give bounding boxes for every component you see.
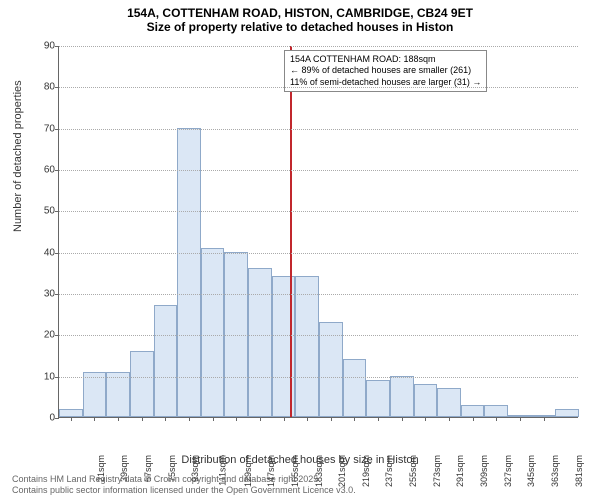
y-tick-label: 90: [27, 41, 55, 52]
x-tick-mark: [496, 417, 497, 421]
y-tick-mark: [55, 87, 59, 88]
x-tick-mark: [71, 417, 72, 421]
y-tick-mark: [55, 211, 59, 212]
gridline: [59, 211, 578, 212]
x-tick-mark: [520, 417, 521, 421]
attribution: Contains HM Land Registry data © Crown c…: [12, 474, 356, 497]
histogram-bar: [154, 305, 178, 417]
title-address: 154A, COTTENHAM ROAD, HISTON, CAMBRIDGE,…: [0, 6, 600, 20]
y-tick-mark: [55, 170, 59, 171]
y-axis-label: Number of detached properties: [12, 80, 24, 232]
y-tick-mark: [55, 418, 59, 419]
histogram-bar: [343, 359, 367, 417]
y-tick-label: 80: [27, 82, 55, 93]
histogram-bar: [484, 405, 508, 417]
y-tick-label: 40: [27, 247, 55, 258]
annotation-subject: 154A COTTENHAM ROAD: 188sqm: [290, 54, 481, 65]
x-tick-mark: [260, 417, 261, 421]
bar-group: [59, 46, 578, 417]
histogram-bar: [106, 372, 130, 417]
gridline: [59, 294, 578, 295]
attribution-line-2: Contains public sector information licen…: [12, 485, 356, 496]
gridline: [59, 253, 578, 254]
chart-title-block: 154A, COTTENHAM ROAD, HISTON, CAMBRIDGE,…: [0, 0, 600, 34]
gridline: [59, 46, 578, 47]
y-tick-label: 0: [27, 413, 55, 424]
x-tick-mark: [213, 417, 214, 421]
x-tick-mark: [165, 417, 166, 421]
histogram-bar: [555, 409, 579, 417]
gridline: [59, 377, 578, 378]
y-tick-mark: [55, 129, 59, 130]
plot-area: 154A COTTENHAM ROAD: 188sqm ← 89% of det…: [58, 46, 578, 418]
y-tick-mark: [55, 46, 59, 47]
y-tick-label: 10: [27, 371, 55, 382]
histogram-bar: [248, 268, 272, 417]
property-marker-line: [290, 46, 292, 417]
histogram-bar: [177, 128, 201, 417]
y-tick-label: 70: [27, 123, 55, 134]
x-tick-mark: [402, 417, 403, 421]
x-tick-mark: [354, 417, 355, 421]
gridline: [59, 129, 578, 130]
x-axis-label: Distribution of detached houses by size …: [0, 454, 600, 466]
x-tick-mark: [94, 417, 95, 421]
x-tick-mark: [425, 417, 426, 421]
x-tick-mark: [284, 417, 285, 421]
y-tick-mark: [55, 335, 59, 336]
histogram-bar: [83, 372, 107, 417]
annotation-box: 154A COTTENHAM ROAD: 188sqm ← 89% of det…: [284, 50, 487, 92]
histogram-bar: [130, 351, 154, 417]
x-tick-mark: [378, 417, 379, 421]
y-tick-mark: [55, 377, 59, 378]
y-tick-mark: [55, 253, 59, 254]
histogram-bar: [414, 384, 438, 417]
x-tick-mark: [473, 417, 474, 421]
y-tick-label: 30: [27, 289, 55, 300]
x-tick-mark: [236, 417, 237, 421]
annotation-larger: 11% of semi-detached houses are larger (…: [290, 77, 481, 88]
x-tick-mark: [544, 417, 545, 421]
attribution-line-1: Contains HM Land Registry data © Crown c…: [12, 474, 356, 485]
histogram-bar: [437, 388, 461, 417]
annotation-smaller: ← 89% of detached houses are smaller (26…: [290, 65, 481, 76]
x-tick-mark: [142, 417, 143, 421]
histogram-bar: [461, 405, 485, 417]
histogram-bar: [224, 252, 248, 417]
histogram-bar: [201, 248, 225, 417]
histogram-bar: [59, 409, 83, 417]
gridline: [59, 335, 578, 336]
x-tick-mark: [189, 417, 190, 421]
x-tick-mark: [307, 417, 308, 421]
property-size-histogram: 154A, COTTENHAM ROAD, HISTON, CAMBRIDGE,…: [0, 0, 600, 500]
y-tick-label: 60: [27, 165, 55, 176]
x-tick-mark: [331, 417, 332, 421]
y-tick-label: 20: [27, 330, 55, 341]
x-tick-mark: [118, 417, 119, 421]
title-caption: Size of property relative to detached ho…: [0, 20, 600, 34]
x-tick-mark: [449, 417, 450, 421]
y-tick-label: 50: [27, 206, 55, 217]
y-tick-mark: [55, 294, 59, 295]
histogram-bar: [295, 276, 319, 417]
gridline: [59, 87, 578, 88]
histogram-bar: [366, 380, 390, 417]
gridline: [59, 170, 578, 171]
histogram-bar: [390, 376, 414, 417]
